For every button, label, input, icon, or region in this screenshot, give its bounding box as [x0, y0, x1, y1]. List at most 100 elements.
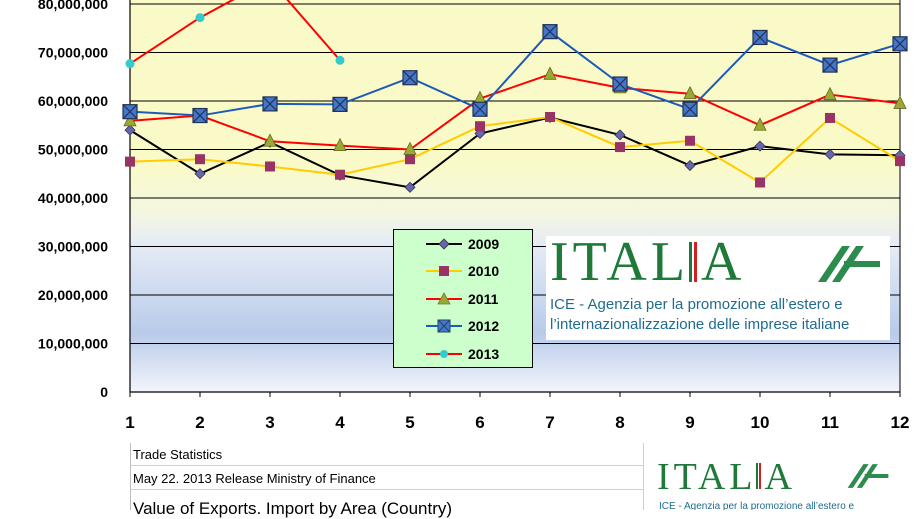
series-2013	[125, 0, 345, 69]
data-point-2011	[403, 141, 417, 155]
data-point-2009	[194, 168, 206, 180]
logo-small-wordmark: ITAL A	[657, 457, 796, 497]
logo-small-wordmark-text: ITAL	[657, 457, 757, 498]
y-tick-label: 70,000,000	[38, 45, 108, 61]
legend: 2009 2010 2011 2012 2013	[393, 229, 533, 368]
series-line-2011	[129, 73, 901, 151]
data-point-2009	[124, 124, 136, 136]
data-point-2013	[195, 13, 205, 23]
data-point-2010	[685, 135, 695, 146]
series-line-2010	[129, 115, 901, 184]
data-point-2010	[335, 169, 345, 180]
series-line-2013	[129, 0, 341, 65]
x-tick-label: 2	[195, 413, 204, 432]
data-point-2011	[893, 95, 907, 109]
logo-flag-bars	[689, 242, 693, 282]
logo-wordmark: ITAL A	[550, 232, 745, 292]
legend-item-2013: 2013	[424, 344, 499, 364]
data-point-2011	[753, 117, 767, 131]
data-point-2012	[542, 24, 558, 40]
data-point-2012	[612, 76, 628, 92]
y-tick-label: 30,000,000	[38, 239, 108, 255]
data-point-2012	[682, 101, 698, 117]
x-tick-label: 3	[265, 413, 274, 432]
data-point-2010	[615, 142, 625, 153]
logo-wordmark-text: ITAL	[550, 231, 690, 293]
logo-flag-red-bar	[694, 242, 698, 282]
series-line-2012	[129, 30, 901, 117]
data-point-2010	[195, 154, 205, 165]
data-point-2011	[123, 112, 137, 127]
data-point-2012	[192, 107, 208, 124]
data-point-2012	[892, 36, 908, 52]
logo-small-wordmark-end: A	[764, 457, 796, 498]
table-cell-release: May 22. 2013 Release Ministry of Finance	[133, 471, 376, 486]
legend-marker-2013	[426, 350, 462, 358]
data-point-2012	[122, 104, 138, 120]
y-tick-label: 10,000,000	[38, 336, 108, 352]
logo-wordmark-end: A	[701, 231, 746, 293]
series-lines	[122, 0, 908, 193]
data-point-2010	[265, 161, 275, 172]
data-point-2009	[404, 181, 416, 193]
legend-label-2010: 2010	[468, 263, 500, 279]
data-point-2009	[754, 140, 766, 152]
data-point-2013	[335, 55, 345, 65]
logo-small-subtitle: ICE - Agenzia per la promozione all’este…	[659, 501, 855, 510]
x-tick-label: 4	[335, 413, 345, 432]
data-point-2010	[825, 112, 835, 123]
data-point-2012	[402, 70, 418, 86]
data-point-2010	[755, 177, 765, 188]
table-cell-description: Value of Exports. Import by Area (Countr…	[133, 499, 453, 518]
x-tick-label: 7	[545, 413, 554, 432]
logo-small-flag-red-bar	[759, 463, 762, 489]
data-point-2011	[543, 66, 557, 80]
legend-marker-2009	[426, 238, 462, 250]
data-point-2011	[823, 86, 837, 101]
table-col-divider	[643, 443, 644, 510]
data-point-2012	[262, 96, 278, 112]
data-point-2011	[263, 133, 277, 147]
ice-italia-logo: ITAL A ICE - Agenzia per la promozione al…	[546, 232, 890, 340]
table-cell-title: Trade Statistics	[133, 447, 223, 462]
y-tick-label: 40,000,000	[38, 190, 108, 206]
table-row-divider	[131, 465, 643, 466]
y-tick-label: 60,000,000	[38, 93, 108, 109]
legend-label-2012: 2012	[468, 318, 500, 334]
data-point-2011	[333, 137, 347, 152]
logo-subtitle-1: ICE - Agenzia per la promozione all’este…	[550, 296, 843, 313]
data-point-2010	[125, 156, 135, 167]
data-point-2010	[475, 121, 485, 132]
ice-italia-logo-small: ITAL A ICE - Agenzia per la promozione al…	[657, 457, 897, 510]
x-tick-label: 12	[891, 413, 910, 432]
series-line-2009	[129, 116, 901, 189]
logo-arrow-icon	[818, 246, 880, 282]
legend-item-2012: 2012	[424, 316, 499, 336]
series-2012	[122, 24, 908, 124]
y-tick-label: 0	[100, 384, 108, 400]
legend-label-2013: 2013	[468, 346, 500, 362]
data-point-2012	[822, 57, 838, 73]
y-tick-label: 20,000,000	[38, 287, 108, 303]
logo-small-flag-bar	[756, 463, 759, 489]
legend-item-2010: 2010	[424, 261, 499, 281]
data-point-2011	[683, 85, 697, 100]
x-tick-label: 9	[685, 413, 694, 432]
logo-subtitle-2: l’internazionalizzazione delle imprese i…	[550, 316, 850, 333]
x-tick-label: 8	[615, 413, 624, 432]
x-tick-label: 6	[475, 413, 484, 432]
info-table: Trade Statistics May 22. 2013 Release Mi…	[130, 443, 901, 518]
legend-item-2009: 2009	[424, 234, 499, 254]
y-tick-label: 80,000,000	[38, 0, 108, 12]
x-tick-label: 11	[821, 413, 839, 432]
y-tick-label: 50,000,000	[38, 142, 108, 158]
data-point-2009	[684, 159, 696, 172]
table-row-divider	[131, 489, 643, 490]
data-point-2009	[824, 148, 836, 160]
x-tick-labels: 1 2 3 4 5 6 7 8 9 10 11 12	[125, 413, 909, 432]
legend-item-2011: 2011	[424, 289, 498, 309]
line-chart: 0 10,000,000 20,000,000 30,000,000 40,000,00…	[38, 0, 909, 432]
legend-label-2011: 2011	[468, 291, 499, 307]
data-point-2009	[614, 129, 626, 141]
data-point-2010	[405, 154, 415, 165]
